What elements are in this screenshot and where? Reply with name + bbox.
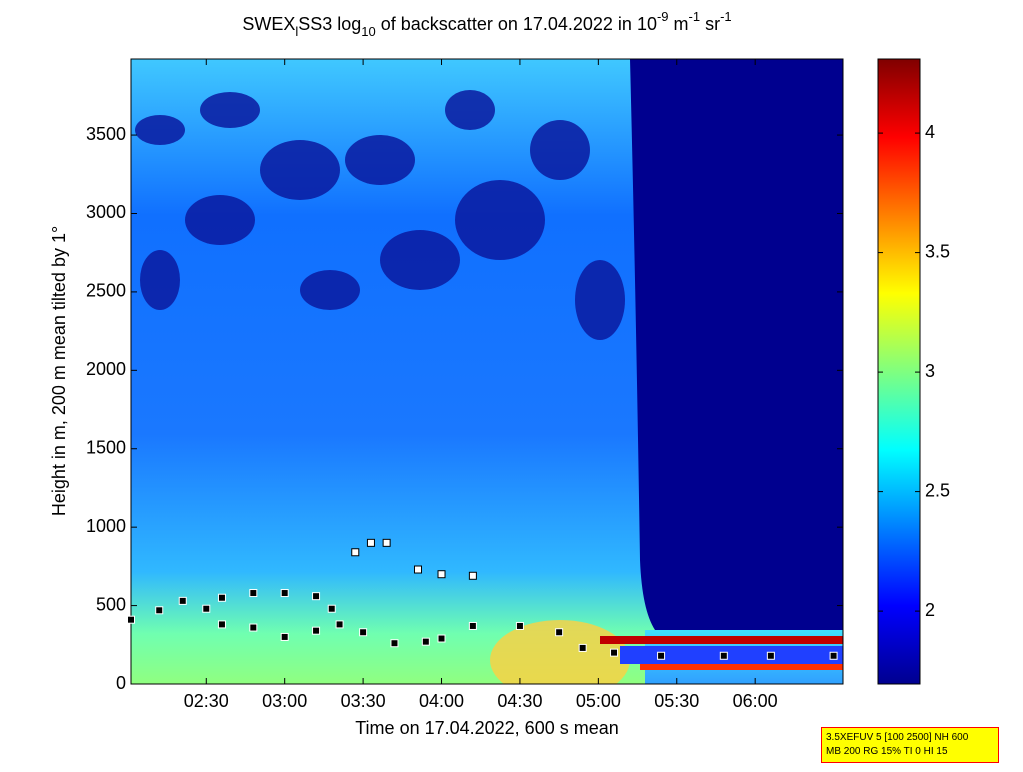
x-tick-label: 04:00	[419, 691, 464, 711]
x-tick-label: 05:30	[654, 691, 699, 711]
layer-point	[421, 637, 430, 646]
layer-point	[515, 621, 524, 630]
title-part: -1	[720, 9, 732, 24]
layer-point	[437, 570, 446, 579]
layer-point	[127, 615, 135, 624]
chart-title: SWEXlSS3 log10 of backscatter on 17.04.2…	[242, 9, 731, 39]
title-part: 10	[361, 24, 375, 39]
layer-point	[366, 538, 375, 547]
layer-point	[280, 589, 289, 598]
title-part: of backscatter on 17.04.2022 in 10	[376, 14, 657, 34]
heatmap	[131, 59, 843, 684]
colorbar-tick-label: 2.5	[925, 480, 950, 500]
layer-point	[155, 606, 164, 615]
x-axis-label: Time on 17.04.2022, 600 s mean	[355, 718, 619, 738]
layer-point	[382, 538, 391, 547]
layer-point	[312, 626, 321, 635]
layer-point	[719, 651, 728, 660]
layer-point	[312, 592, 321, 601]
x-tick-label: 06:00	[733, 691, 778, 711]
layer-point	[335, 620, 344, 629]
y-tick-label: 1000	[86, 516, 126, 536]
layer-point	[413, 565, 422, 574]
layer-point	[202, 604, 211, 613]
colorbar-tick-label: 3.5	[925, 241, 950, 261]
x-tick-label: 03:00	[262, 691, 307, 711]
y-tick-label: 2000	[86, 359, 126, 379]
layer-point	[327, 604, 336, 613]
colorbar-tick-label: 4	[925, 122, 935, 142]
title-part: m	[669, 14, 689, 34]
title-part: l	[295, 24, 298, 39]
layer-point	[280, 632, 289, 641]
y-axis-label: Height in m, 200 m mean tilted by 1°	[49, 226, 69, 516]
layer-point	[555, 628, 564, 637]
colorbar-tick-label: 2	[925, 600, 935, 620]
layer-point	[468, 621, 477, 630]
note-line: MB 200 RG 15% TI 0 HI 15	[826, 746, 948, 757]
colorbar	[877, 58, 921, 685]
y-tick-label: 0	[116, 673, 126, 693]
layer-point	[657, 651, 666, 660]
layer-point	[610, 648, 619, 657]
y-tick-label: 3000	[86, 202, 126, 222]
y-tick-label: 2500	[86, 281, 126, 301]
plot-frame	[130, 58, 844, 685]
y-tick-label: 500	[96, 594, 126, 614]
layer-point	[359, 628, 368, 637]
title-part: -1	[689, 9, 701, 24]
layer-point	[249, 589, 258, 598]
layer-point	[829, 651, 838, 660]
layer-point	[578, 643, 587, 652]
layer-point	[217, 620, 226, 629]
y-tick-label: 1500	[86, 437, 126, 457]
y-tick-label: 3500	[86, 124, 126, 144]
layer-point	[178, 596, 187, 605]
settings-note: 3.5XEFUV 5 [100 2500] NH 600 MB 200 RG 1…	[821, 727, 999, 763]
title-part: -9	[657, 9, 669, 24]
layer-point	[390, 639, 399, 648]
colorbar-tick-label: 3	[925, 361, 935, 381]
title-part: sr	[700, 14, 720, 34]
layer-point	[766, 651, 775, 660]
layer-point	[217, 593, 226, 602]
x-tick-label: 02:30	[184, 691, 229, 711]
layer-point	[468, 571, 477, 580]
title-part: SS3 log	[298, 14, 361, 34]
x-tick-label: 03:30	[341, 691, 386, 711]
title-part: SWEX	[242, 14, 295, 34]
note-line: 3.5XEFUV 5 [100 2500] NH 600	[826, 732, 969, 743]
layer-point	[437, 634, 446, 643]
layer-point	[351, 548, 360, 557]
layer-point	[249, 623, 258, 632]
x-tick-label: 04:30	[497, 691, 542, 711]
x-tick-label: 05:00	[576, 691, 621, 711]
